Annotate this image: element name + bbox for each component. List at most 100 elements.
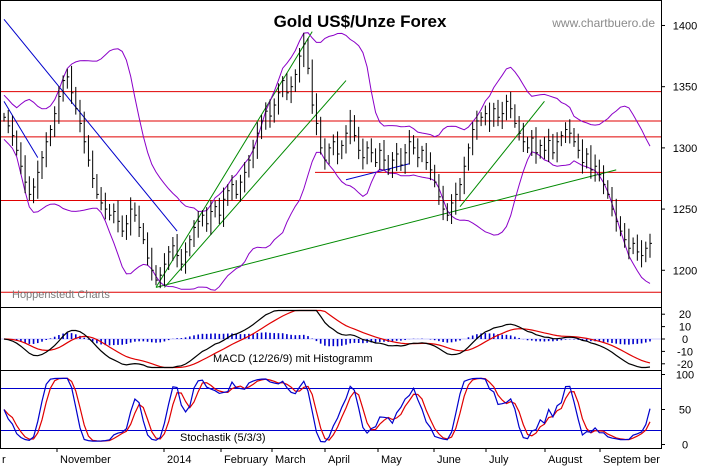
price-bar (265, 102, 268, 130)
price-bar (328, 143, 332, 165)
chart-title: Gold US$/Unze Forex (274, 12, 447, 31)
price-bar (138, 205, 142, 237)
stochastic-k-line (3, 377, 651, 443)
price-bar (79, 99, 82, 133)
price-bar (324, 138, 327, 170)
price-bar (421, 145, 424, 163)
price-bar (514, 104, 517, 128)
price-bar (366, 141, 370, 165)
price-bar (429, 152, 433, 181)
price-bar (472, 122, 475, 156)
price-bar (121, 215, 125, 237)
price-bar (299, 48, 302, 83)
price-bar (92, 150, 95, 189)
price-bar (522, 122, 526, 153)
price-bar (320, 116, 323, 155)
price-bar (556, 132, 560, 163)
price-bar (590, 145, 593, 179)
price-bar (311, 59, 315, 114)
stochastic-tick-label: 0 (682, 440, 688, 452)
macd-tick-label: 20 (679, 309, 691, 321)
price-bar (282, 76, 285, 98)
price-bar (58, 86, 61, 124)
rally-trendline (459, 101, 545, 207)
price-bar (400, 148, 403, 171)
price-bar (463, 156, 467, 195)
bollinger-upper (3, 32, 651, 212)
price-bar (607, 180, 610, 199)
price-bar (49, 125, 53, 147)
price-bar (223, 187, 226, 227)
price-bar (113, 203, 116, 224)
price-bar (37, 160, 40, 199)
price-bar (197, 211, 201, 238)
price-bar (628, 228, 631, 260)
price-bar (594, 154, 598, 182)
price-bar (552, 133, 555, 160)
price-bar (235, 180, 239, 199)
price-bar (337, 131, 340, 165)
price-bar (83, 111, 87, 154)
stochastic-tick-label: 50 (679, 405, 691, 417)
price-bar (603, 165, 606, 195)
x-axis-label: r (2, 454, 6, 466)
downtrend-line (3, 19, 178, 232)
price-bar (565, 122, 568, 143)
price-bar (446, 203, 450, 222)
price-bar (510, 91, 513, 119)
macd-label: MACD (12/26/9) mit Histogramm (213, 353, 373, 365)
price-bar (290, 76, 294, 104)
price-bar (417, 138, 420, 168)
price-bar (71, 65, 74, 104)
price-bar (210, 200, 213, 235)
price-bar (577, 133, 581, 159)
macd-tick-label: 0 (682, 334, 688, 346)
price-bar (434, 164, 437, 188)
downtrend-line-short (3, 101, 39, 158)
price-bar (408, 130, 412, 165)
price-bar (193, 220, 196, 248)
price-bar (269, 99, 272, 128)
watermark: www.chartbuero.de (551, 16, 655, 30)
price-bar (396, 142, 399, 172)
price-bar (353, 115, 357, 142)
x-axis-label: November (60, 454, 111, 466)
price-bar (379, 142, 382, 170)
price-bar (142, 223, 146, 245)
price-bar (345, 125, 348, 154)
price-bar (7, 109, 11, 134)
price-bar (341, 140, 344, 160)
price-bar (619, 216, 623, 237)
price-bar (256, 122, 260, 159)
x-axis-label: May (381, 454, 402, 466)
price-bar (16, 130, 19, 156)
stochastic-tick-label: 100 (676, 370, 694, 382)
price-bar (244, 162, 247, 193)
price-bar (451, 194, 454, 225)
price-bar (539, 139, 543, 159)
macd-layer (1, 309, 661, 369)
price-bar (573, 128, 576, 147)
price-tick-label: 1400 (673, 20, 697, 32)
price-bar (109, 203, 112, 221)
price-bar (41, 151, 44, 179)
price-bar (569, 119, 572, 144)
price-bars (3, 32, 652, 289)
price-bar (332, 134, 336, 156)
price-tick-label: 1300 (673, 143, 697, 155)
price-bar (130, 197, 133, 236)
price-bar (75, 86, 78, 115)
price-bar (425, 142, 429, 170)
trendlines (3, 19, 617, 288)
price-bar (214, 200, 218, 218)
price-bar (489, 102, 492, 132)
price-bar (189, 235, 192, 257)
price-bar (303, 32, 306, 68)
price-bar (645, 241, 648, 263)
bollinger-bands (3, 32, 651, 291)
price-bar (370, 138, 374, 163)
uptrend-channel-upper (155, 31, 313, 288)
price-bar (624, 223, 627, 248)
price-bar (548, 128, 551, 163)
